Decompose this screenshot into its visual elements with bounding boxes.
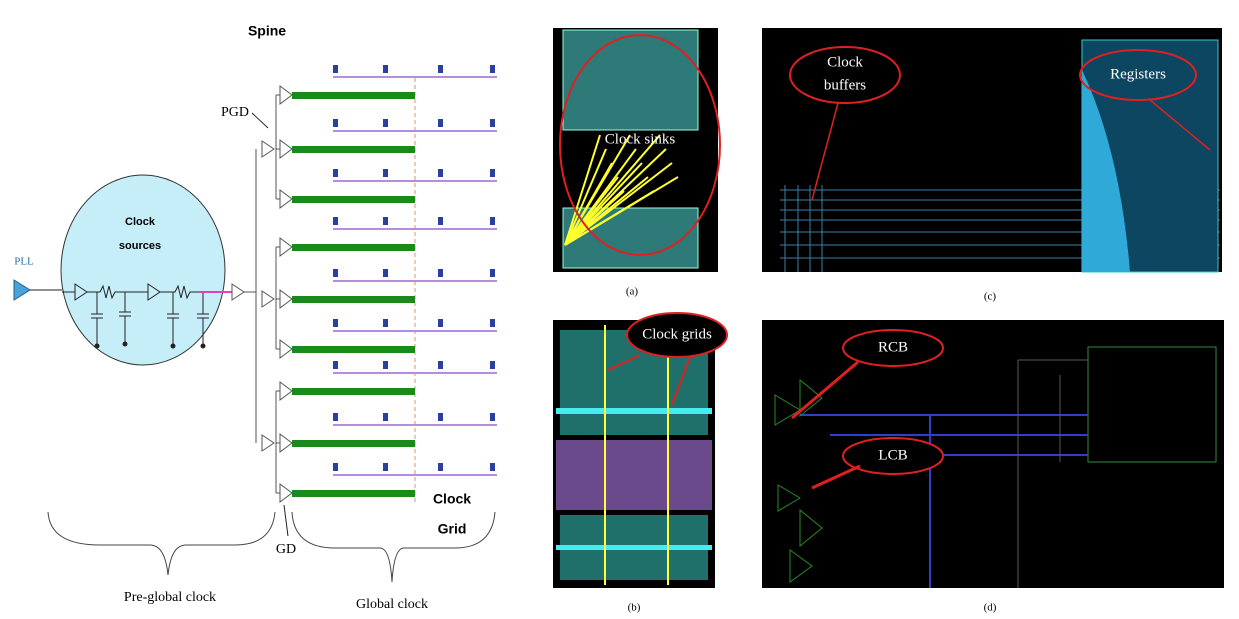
sink: [438, 269, 443, 277]
clock-sources-region: [61, 175, 225, 365]
sink: [383, 413, 388, 421]
spine-label: Spine: [248, 23, 286, 39]
spine-bar: [292, 296, 415, 303]
spine-bar: [292, 346, 415, 353]
sink: [333, 463, 338, 471]
global-label: Global clock: [356, 597, 428, 612]
sink: [490, 361, 495, 369]
callout-label: Registers: [1110, 66, 1166, 82]
callout-label: RCB: [878, 339, 908, 355]
spine-bar: [292, 388, 415, 395]
spine-bar: [292, 146, 415, 153]
sink: [383, 169, 388, 177]
sink: [438, 361, 443, 369]
caption: (a): [626, 286, 639, 298]
panel-d: RCB LCB (d): [762, 320, 1224, 614]
clock-sources-label: Clock: [125, 216, 156, 228]
sink: [383, 361, 388, 369]
caption: (c): [984, 291, 997, 303]
sink: [438, 319, 443, 327]
sink: [438, 463, 443, 471]
sink: [333, 269, 338, 277]
sink: [490, 217, 495, 225]
figure: PLL Clock sources Spine PGD Clock Grid G…: [0, 0, 1239, 619]
sink: [490, 413, 495, 421]
sink: [333, 217, 338, 225]
callout-label: LCB: [878, 447, 907, 463]
sink: [438, 413, 443, 421]
callout-label: Clock: [827, 54, 863, 70]
sink: [383, 217, 388, 225]
sink: [383, 65, 388, 73]
callout-label: Clock sinks: [605, 131, 676, 147]
sink: [333, 119, 338, 127]
spine-bar: [292, 490, 415, 497]
routing-band: [556, 440, 712, 510]
sink: [490, 119, 495, 127]
spine-bar: [292, 244, 415, 251]
panel-a: Clock sinks (a): [553, 28, 720, 298]
gd-label: GD: [276, 542, 296, 557]
spine-bar: [292, 196, 415, 203]
sink: [490, 169, 495, 177]
sink: [438, 65, 443, 73]
caption: (d): [984, 602, 997, 614]
sink: [383, 269, 388, 277]
pll-label: PLL: [14, 256, 34, 268]
cell-block: [563, 30, 698, 130]
rail: [556, 408, 712, 414]
spine-bar: [292, 92, 415, 99]
sink: [333, 361, 338, 369]
callout-label: Clock grids: [642, 326, 712, 342]
pgd-label: PGD: [221, 105, 249, 120]
panel-b: Clock grids (b): [553, 313, 727, 614]
sink: [333, 319, 338, 327]
sink: [490, 463, 495, 471]
sink: [383, 119, 388, 127]
spine-bar: [292, 440, 415, 447]
sink: [490, 269, 495, 277]
clock-sources-label: sources: [119, 240, 161, 252]
sink: [438, 217, 443, 225]
clock-grid-label: Grid: [438, 521, 467, 537]
sink: [383, 319, 388, 327]
sink: [333, 169, 338, 177]
sink: [490, 319, 495, 327]
sink: [438, 169, 443, 177]
sink: [383, 463, 388, 471]
sink: [333, 65, 338, 73]
caption: (b): [628, 602, 641, 614]
rail: [556, 545, 712, 550]
panel-c: Clock buffers Registers (c): [762, 28, 1222, 303]
sink: [333, 413, 338, 421]
callout-label: buffers: [824, 77, 866, 93]
clock-grid-label: Clock: [433, 491, 471, 507]
sink: [490, 65, 495, 73]
pre-global-label: Pre-global clock: [124, 590, 216, 605]
sink: [438, 119, 443, 127]
cell-block: [563, 208, 698, 268]
